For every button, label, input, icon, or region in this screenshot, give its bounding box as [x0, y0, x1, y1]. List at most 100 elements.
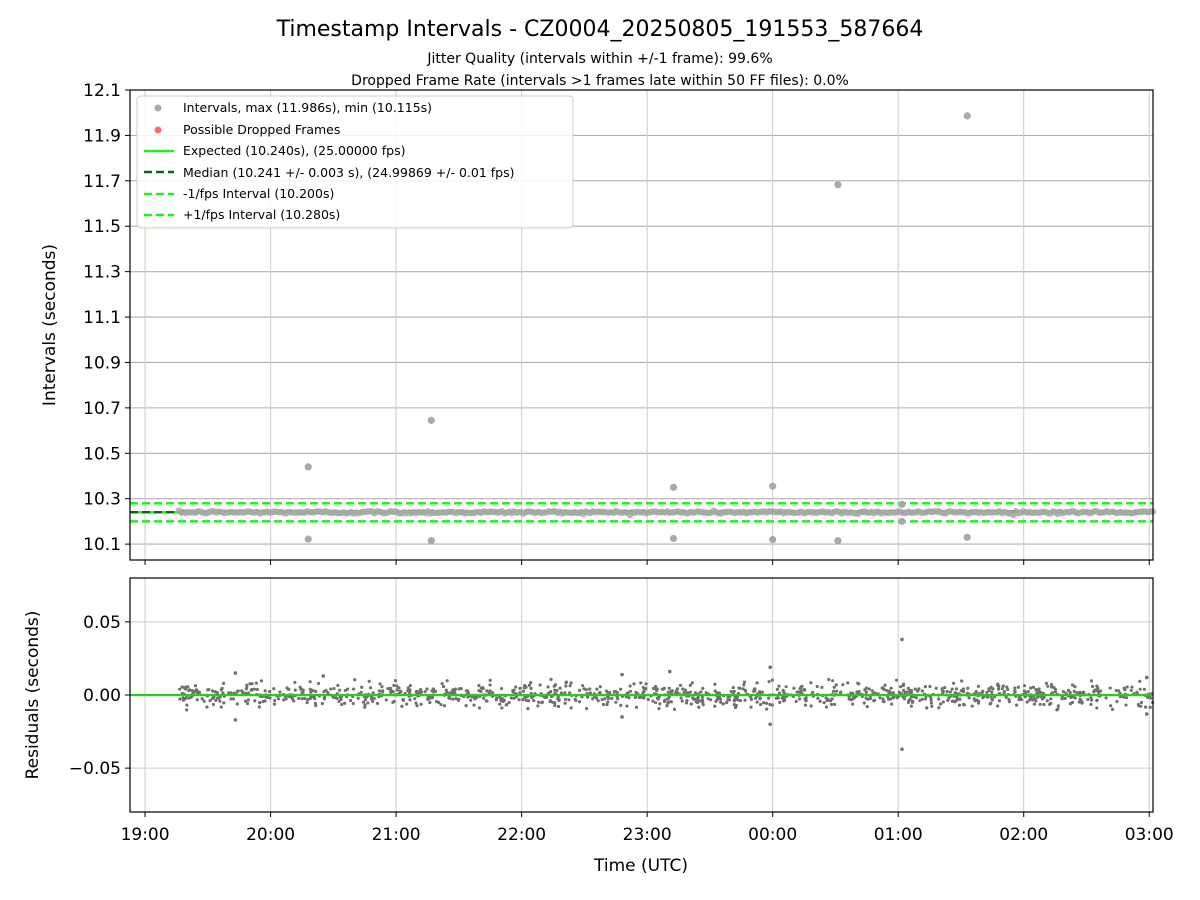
- residual-point: [440, 681, 444, 686]
- residual-point: [308, 696, 312, 701]
- legend-label-median: Median (10.241 +/- 0.003 s), (24.99869 +…: [183, 165, 514, 180]
- residual-point: [273, 698, 277, 703]
- residual-point: [301, 688, 305, 692]
- residual-outlier-point: [900, 747, 904, 751]
- residual-point: [395, 684, 399, 688]
- residual-point: [419, 702, 423, 706]
- residual-point: [540, 700, 544, 704]
- residual-point: [1026, 689, 1030, 694]
- residual-point: [351, 701, 355, 706]
- residual-point: [286, 687, 290, 691]
- residual-point: [1069, 695, 1073, 699]
- residual-point: [244, 687, 248, 691]
- residual-point: [1072, 689, 1076, 694]
- residual-point: [1031, 685, 1036, 689]
- residual-point: [961, 702, 966, 707]
- residual-point: [181, 696, 185, 700]
- residual-point: [803, 703, 808, 707]
- residual-point: [482, 696, 486, 700]
- interval-outlier-point: [834, 537, 842, 545]
- residual-point: [518, 686, 522, 690]
- residual-point: [947, 696, 951, 701]
- residual-point: [777, 684, 781, 688]
- residual-point: [866, 697, 870, 701]
- residual-point: [408, 698, 412, 702]
- residual-outlier-point: [1144, 712, 1149, 716]
- residual-point: [1035, 690, 1039, 695]
- residual-point: [380, 685, 384, 689]
- residual-point: [313, 701, 318, 706]
- residual-point: [1044, 681, 1048, 685]
- residual-point: [1115, 699, 1119, 704]
- residual-point: [500, 706, 504, 710]
- residual-point: [207, 687, 211, 692]
- residual-point: [437, 700, 441, 705]
- residual-point: [862, 701, 866, 705]
- residual-point: [529, 681, 533, 685]
- residual-point: [1000, 687, 1004, 691]
- residual-point: [809, 681, 813, 685]
- x-axis-label: Time (UTC): [593, 856, 688, 876]
- residual-point: [1071, 683, 1075, 687]
- residual-point: [530, 695, 534, 699]
- intervals-y-tick-label: 11.1: [83, 308, 121, 328]
- residual-point: [388, 687, 393, 692]
- interval-outlier-point: [427, 537, 435, 545]
- residual-point: [331, 695, 336, 700]
- residual-point: [976, 699, 981, 703]
- residual-point: [217, 696, 221, 700]
- residual-point: [729, 689, 733, 694]
- residual-point: [753, 689, 757, 693]
- residual-point: [401, 698, 405, 702]
- residual-point: [1016, 685, 1020, 689]
- residual-point: [1138, 687, 1142, 691]
- residual-point: [996, 687, 1001, 691]
- residual-point: [851, 702, 855, 706]
- residual-point: [937, 697, 941, 701]
- interval-outlier-point: [963, 533, 971, 541]
- residual-point: [906, 700, 911, 704]
- residual-point: [308, 687, 312, 691]
- residual-point: [925, 706, 929, 710]
- residual-point: [568, 684, 572, 688]
- residual-point: [646, 697, 650, 702]
- residual-point: [938, 702, 943, 706]
- residual-point: [749, 705, 753, 709]
- residual-point: [243, 699, 248, 703]
- residual-point: [782, 699, 786, 703]
- x-tick-label: 01:00: [874, 825, 923, 845]
- residual-point: [681, 687, 685, 691]
- residual-point: [976, 684, 981, 688]
- x-tick-label: 00:00: [748, 825, 797, 845]
- residual-point: [940, 687, 944, 691]
- residual-point: [721, 702, 725, 706]
- residual-point: [408, 689, 412, 693]
- residual-point: [945, 689, 949, 694]
- residual-point: [1075, 691, 1079, 695]
- residual-point: [834, 683, 838, 687]
- residual-point: [918, 698, 922, 703]
- residual-point: [191, 690, 195, 695]
- residual-point: [767, 680, 771, 684]
- residual-outlier-point: [1144, 675, 1149, 680]
- residual-point: [1038, 702, 1042, 706]
- residual-point: [755, 700, 759, 704]
- residual-point: [704, 691, 708, 695]
- residual-point: [898, 685, 903, 689]
- residual-point: [360, 685, 364, 689]
- residual-point: [628, 684, 632, 688]
- residual-point: [415, 704, 419, 708]
- residual-point: [236, 689, 240, 693]
- residual-point: [1034, 688, 1038, 692]
- intervals-y-tick-label: 10.5: [83, 444, 121, 464]
- residual-point: [555, 688, 559, 693]
- residual-point: [688, 690, 692, 694]
- residual-point: [1053, 690, 1058, 694]
- residual-point: [219, 688, 223, 692]
- residual-point: [598, 690, 602, 695]
- residual-point: [439, 702, 443, 707]
- residual-point: [732, 703, 736, 707]
- residual-point: [1061, 690, 1066, 694]
- interval-outlier-point: [769, 482, 777, 490]
- residual-point: [591, 697, 595, 701]
